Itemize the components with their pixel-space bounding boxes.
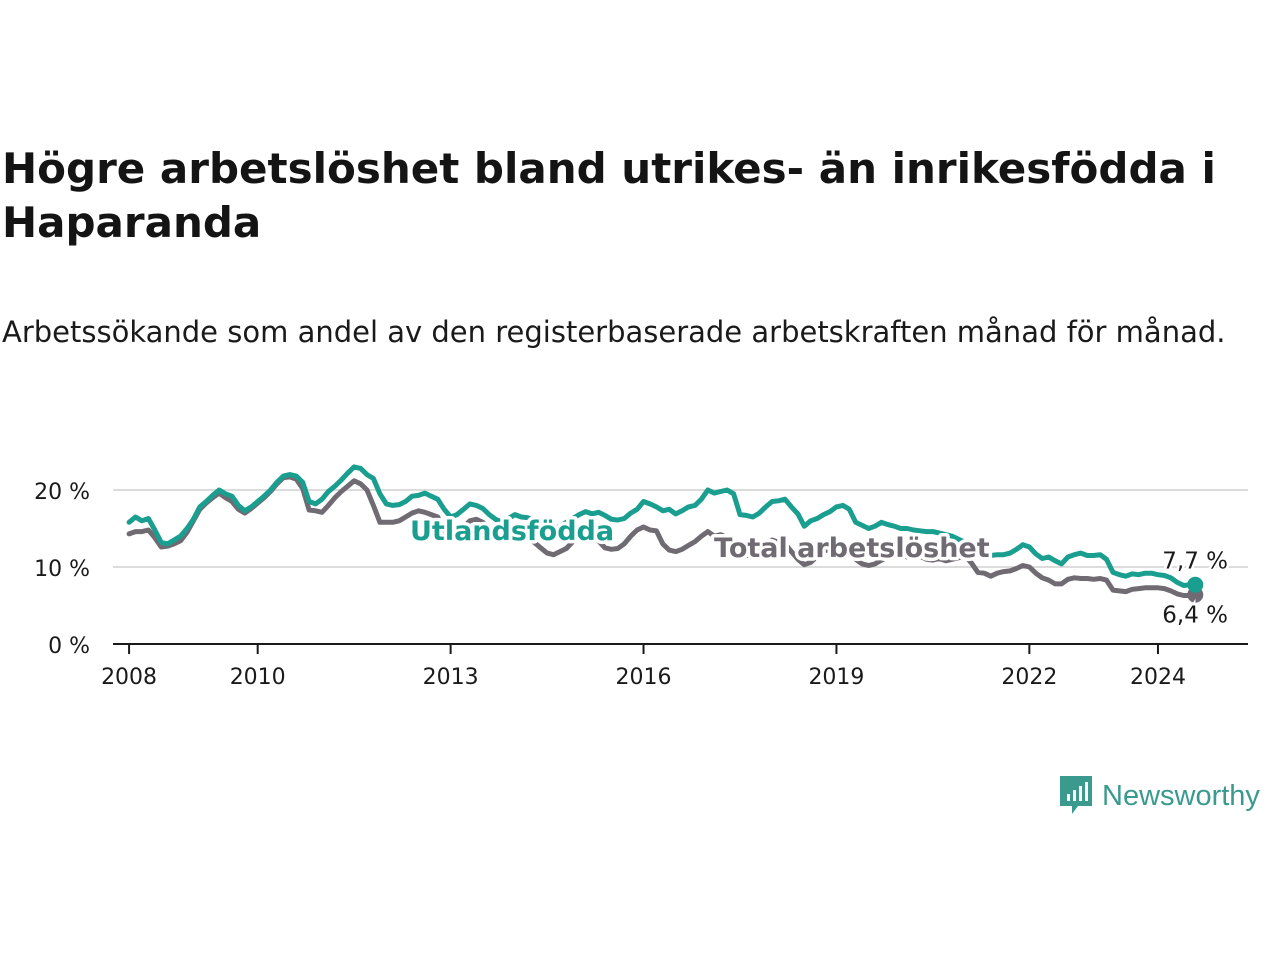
y-tick-label: 20 % <box>34 480 90 505</box>
series-line-utlandsfodda <box>126 464 1198 588</box>
x-tick-label: 2024 <box>1130 665 1186 690</box>
x-tick-label: 2008 <box>101 665 157 690</box>
y-tick-label: 10 % <box>34 557 90 582</box>
series-lines <box>126 464 1204 603</box>
series-labels: Utlandsfödda Total arbetslöshet 7,7 % 6,4 % <box>407 513 1231 632</box>
y-tick-label: 0 % <box>48 634 90 659</box>
series-line-total <box>126 474 1198 598</box>
axes: 0 % 10 % 20 % 2008 2010 2013 2016 2019 2022 2024 <box>34 480 1248 690</box>
newsworthy-logo: Newsworthy <box>1058 774 1260 818</box>
line-chart: Utlandsfödda Total arbetslöshet 7,7 % 6,4 %… <box>34 464 1248 690</box>
end-label-total: 6,4 % <box>1162 603 1228 629</box>
x-tick-label: 2013 <box>423 665 479 690</box>
chart-title: Högre arbetslöshet bland utrikes- än inr… <box>2 144 1216 247</box>
x-tick-label: 2010 <box>230 665 286 690</box>
newsworthy-logo-text: Newsworthy <box>1102 779 1260 812</box>
series-label-total: Total arbetslöshet <box>714 533 990 564</box>
x-tick-label: 2019 <box>808 665 864 690</box>
end-point-utlandsfodda <box>1187 576 1204 593</box>
series-label-utlandsfodda: Utlandsfödda <box>410 516 614 547</box>
chart-subtitle: Arbetssökande som andel av den registerb… <box>2 315 1226 349</box>
x-tick-label: 2022 <box>1001 665 1057 690</box>
end-label-utlandsfodda: 7,7 % <box>1162 549 1228 575</box>
x-tick-label: 2016 <box>616 665 672 690</box>
newsworthy-logo-icon <box>1060 776 1092 814</box>
